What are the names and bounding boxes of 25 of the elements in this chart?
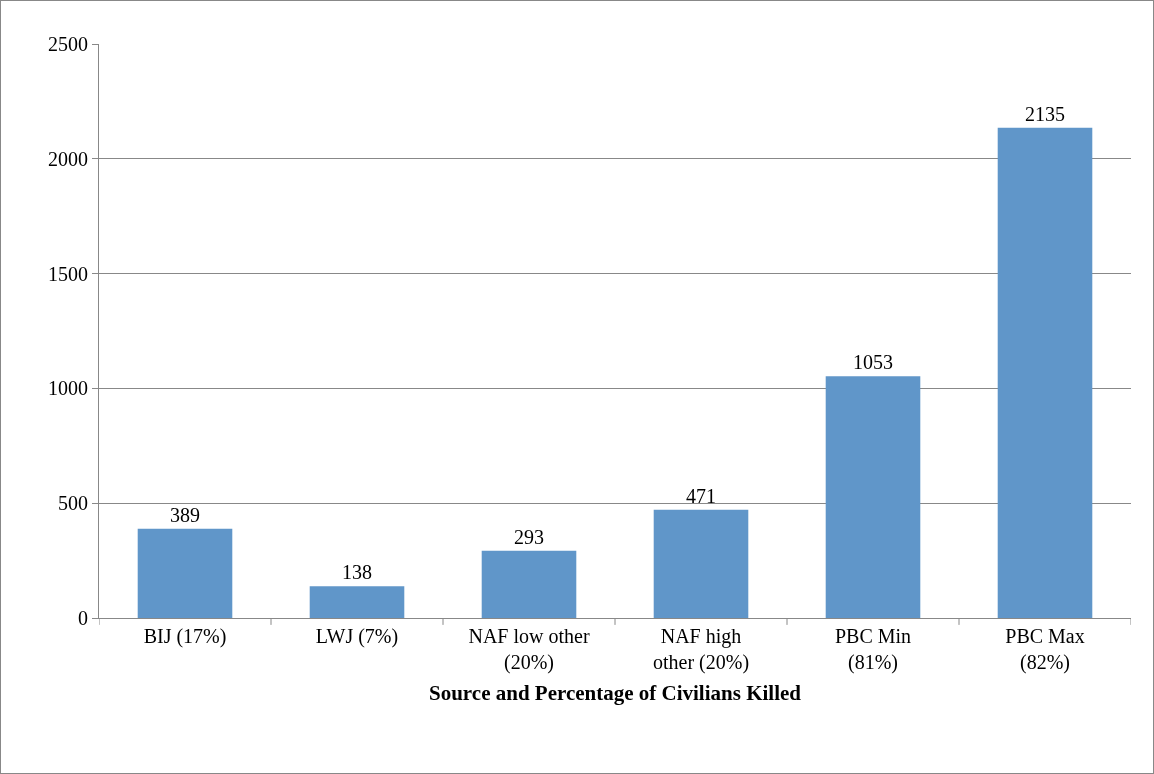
bar [481, 550, 577, 618]
data-label: 138 [342, 561, 372, 584]
y-tick-label: 0 [78, 607, 88, 629]
y-tick-label: 1000 [48, 377, 88, 400]
data-label: 389 [170, 503, 200, 526]
x-tick-label: LWJ (7%) [315, 625, 399, 648]
bar [653, 509, 749, 618]
bar [825, 376, 921, 618]
bar [137, 528, 233, 618]
bar [309, 586, 405, 618]
data-label: 2135 [1025, 102, 1065, 125]
x-tick-label: PBC Max (82%) [1005, 625, 1085, 674]
bar [997, 127, 1093, 618]
x-axis-title: Source and Percentage of Civilians Killed [429, 681, 802, 706]
y-tick-label: 500 [58, 492, 88, 515]
x-tick-label: BIJ (17%) [143, 625, 227, 648]
x-tick-label: NAF low other (20%) [468, 625, 590, 674]
data-label: 471 [686, 484, 716, 507]
y-tick-label: 2000 [48, 147, 88, 170]
y-tick-label: 1500 [48, 262, 88, 285]
data-label: 293 [514, 525, 544, 548]
data-label: 1053 [853, 351, 893, 374]
y-tick-label: 2500 [48, 33, 88, 55]
x-tick-label: PBC Min (81%) [834, 625, 912, 674]
x-tick-label: NAF high other (20%) [652, 625, 750, 674]
